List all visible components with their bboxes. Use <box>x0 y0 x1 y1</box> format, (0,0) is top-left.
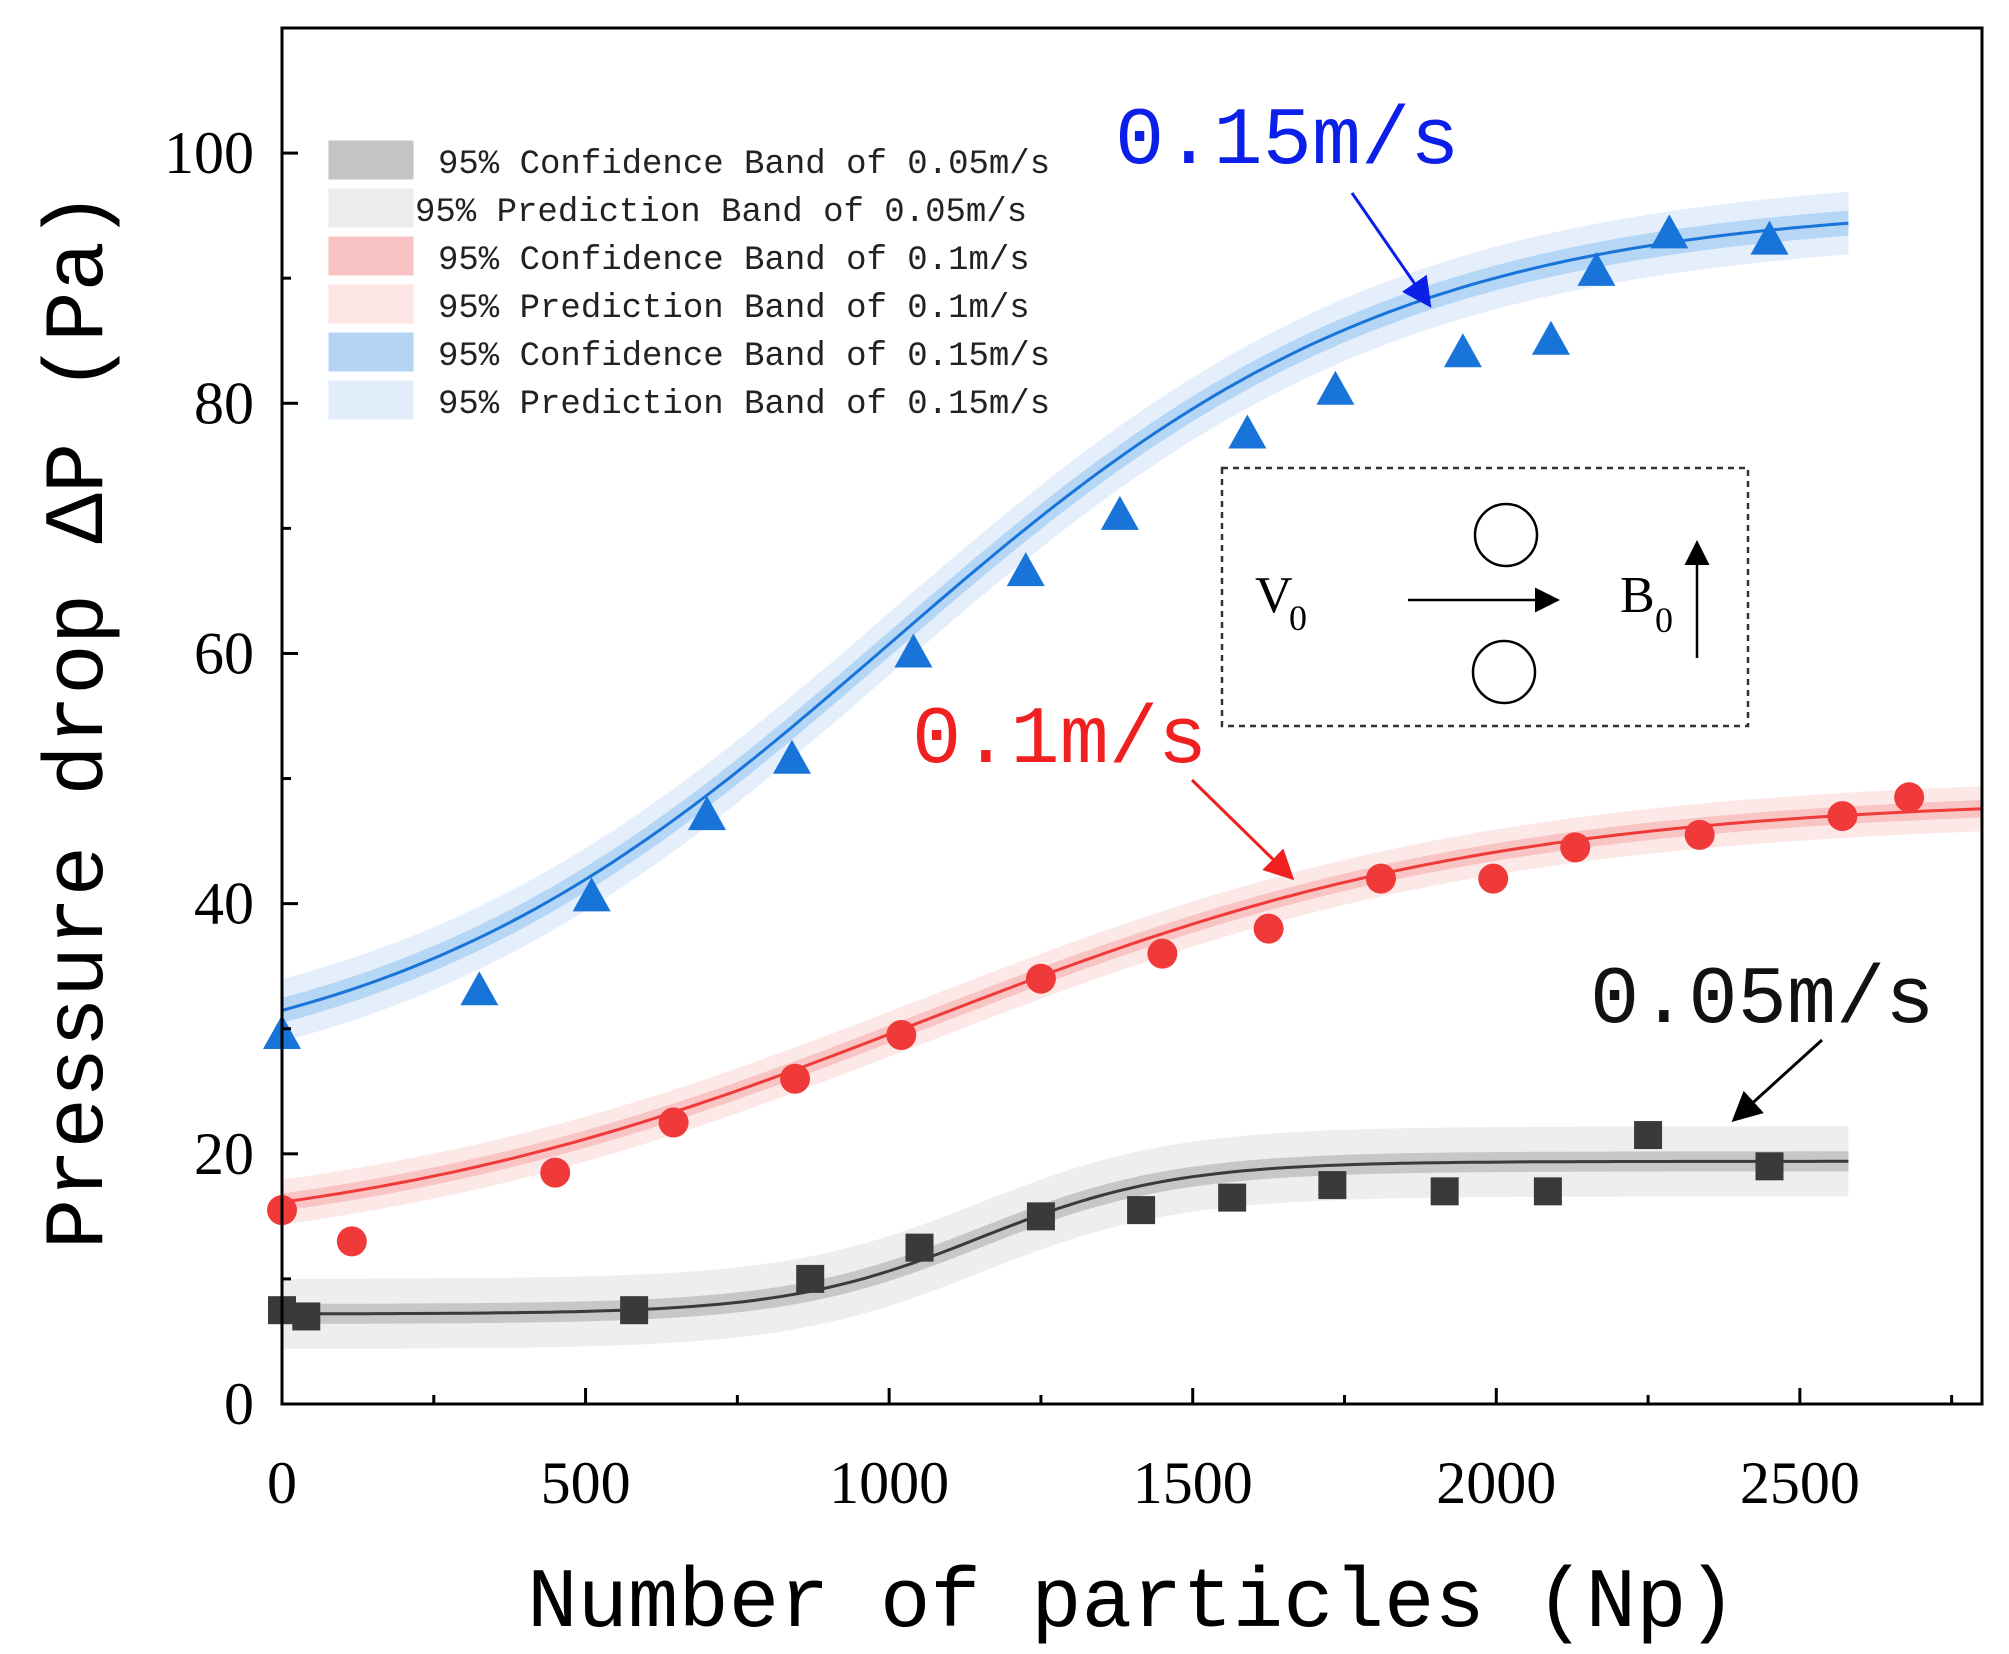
data-point-005-1 <box>292 1302 321 1331</box>
data-point-005-3 <box>796 1264 825 1293</box>
data-point-01-6 <box>1025 963 1056 994</box>
data-point-01-5 <box>886 1019 917 1050</box>
inset-schematic: V 0 B 0 <box>1220 466 1750 728</box>
prediction-band-01 <box>282 786 1982 1225</box>
y-tick-label-0: 0 <box>224 1371 254 1437</box>
data-point-005-5 <box>1026 1202 1055 1231</box>
data-point-005-7 <box>1218 1183 1247 1212</box>
annotation-015: 0.15m/s <box>1115 95 1459 188</box>
data-point-015-12 <box>1577 251 1616 286</box>
x-axis-label: Number of particles (Np) <box>527 1557 1737 1652</box>
data-point-015-5 <box>894 633 933 668</box>
data-point-015-14 <box>1750 220 1789 255</box>
annotation-arrow-015 <box>1350 192 1432 308</box>
data-point-01-12 <box>1684 819 1715 850</box>
data-point-005-9 <box>1430 1177 1459 1206</box>
data-points-layer <box>263 214 1925 1331</box>
data-point-005-11 <box>1634 1121 1663 1150</box>
x-tick-label-1000: 1000 <box>829 1450 949 1516</box>
legend-label-1: 95% Prediction Band of 0.05m/s <box>415 194 1027 232</box>
data-point-015-4 <box>773 739 811 774</box>
y-axis-label: Pressure drop ΔP (Pa) <box>33 191 128 1250</box>
velocity-label: V <box>1255 567 1293 624</box>
legend-label-3: 95% Prediction Band of 0.1m/s <box>438 290 1030 328</box>
annotation-005: 0.05m/s <box>1590 954 1934 1047</box>
x-tick-label-500: 500 <box>541 1450 631 1516</box>
legend-swatch-5 <box>327 379 415 421</box>
legend-swatch-4 <box>327 331 415 373</box>
x-tick-label-2500: 2500 <box>1740 1450 1860 1516</box>
annotation-arrow-01 <box>1190 778 1295 881</box>
data-point-01-7 <box>1147 938 1178 969</box>
x-tick-label-2000: 2000 <box>1436 1450 1556 1516</box>
data-point-01-13 <box>1827 801 1858 832</box>
data-point-015-10 <box>1443 333 1482 368</box>
confidence-band-005 <box>282 1151 1849 1324</box>
y-tick-label-20: 20 <box>194 1121 254 1187</box>
data-point-01-3 <box>658 1107 689 1138</box>
field-label: B <box>1620 567 1655 624</box>
data-point-01-9 <box>1365 863 1396 894</box>
data-point-005-2 <box>620 1296 649 1325</box>
data-point-01-11 <box>1560 832 1591 863</box>
data-point-01-4 <box>780 1063 811 1094</box>
data-point-005-8 <box>1318 1171 1347 1200</box>
data-point-005-10 <box>1533 1177 1562 1206</box>
particle-top <box>1473 502 1539 568</box>
data-point-005-4 <box>905 1233 934 1262</box>
data-point-015-7 <box>1100 495 1139 530</box>
data-point-015-6 <box>1006 552 1045 587</box>
legend-label-0: 95% Confidence Band of 0.05m/s <box>438 146 1050 184</box>
data-point-005-12 <box>1755 1152 1784 1181</box>
data-point-015-8 <box>1228 414 1267 449</box>
inset-box <box>1220 466 1750 728</box>
legend-swatch-3 <box>327 283 415 325</box>
legend-label-4: 95% Confidence Band of 0.15m/s <box>438 338 1050 376</box>
data-point-015-2 <box>572 877 611 912</box>
legend-swatch-1 <box>327 187 415 229</box>
data-point-015-13 <box>1650 214 1689 249</box>
data-point-01-1 <box>336 1226 367 1257</box>
data-point-01-14 <box>1894 782 1925 813</box>
y-tick-label-80: 80 <box>194 370 254 436</box>
legend-swatch-0 <box>327 139 415 181</box>
plot-frame <box>280 26 1984 1406</box>
data-point-005-6 <box>1127 1196 1156 1225</box>
data-point-01-10 <box>1478 863 1509 894</box>
y-tick-label-60: 60 <box>194 620 254 686</box>
x-tick-label-0: 0 <box>267 1450 297 1516</box>
legend-swatch-2 <box>327 235 415 277</box>
legend-label-2: 95% Confidence Band of 0.1m/s <box>438 242 1030 280</box>
y-tick-label-40: 40 <box>194 871 254 937</box>
data-point-01-8 <box>1253 913 1284 944</box>
data-point-015-3 <box>688 796 726 831</box>
fit-line-015 <box>281 221 1849 1012</box>
fit-line-005 <box>282 1159 1849 1316</box>
velocity-subscript: 0 <box>1289 598 1307 638</box>
data-point-01-2 <box>540 1157 571 1188</box>
x-tick-label-1500: 1500 <box>1133 1450 1253 1516</box>
particle-bottom <box>1471 639 1537 705</box>
annotation-01: 0.1m/s <box>912 694 1207 787</box>
legend-label-5: 95% Prediction Band of 0.15m/s <box>438 386 1050 424</box>
field-subscript: 0 <box>1655 600 1673 640</box>
data-point-015-11 <box>1531 320 1570 355</box>
data-point-015-9 <box>1316 370 1355 405</box>
legend: 95% Confidence Band of 0.05m/s 95% Predic… <box>327 139 1050 424</box>
confidence-band-01 <box>282 800 1982 1211</box>
data-point-015-1 <box>460 971 499 1006</box>
axes-layer: 0 500 1000 1500 2000 2500 0 20 40 60 80 100 <box>164 26 1954 1516</box>
y-tick-label-100: 100 <box>164 120 254 186</box>
annotation-arrow-005 <box>1731 1038 1824 1123</box>
